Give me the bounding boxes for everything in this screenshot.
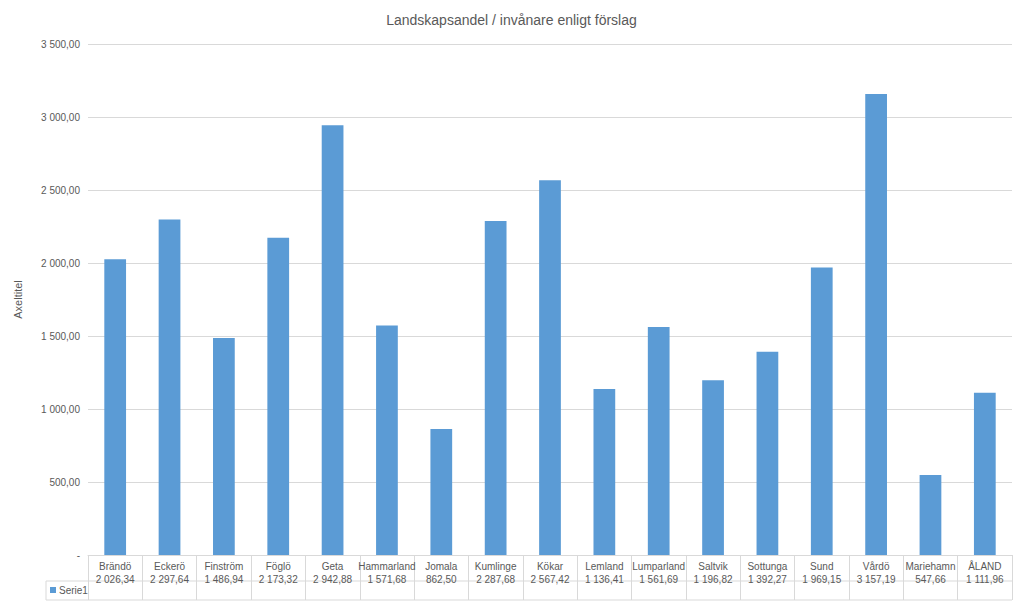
svg-text:1 561,69: 1 561,69 [639,574,678,585]
svg-text:Kökar: Kökar [537,561,564,572]
svg-text:-: - [77,550,80,561]
svg-text:2 026,34: 2 026,34 [96,574,135,585]
svg-text:Vårdö: Vårdö [863,561,890,572]
svg-text:2 942,88: 2 942,88 [313,574,352,585]
svg-text:ÅLAND: ÅLAND [968,560,1001,572]
svg-text:Finström: Finström [204,561,243,572]
svg-text:Hammarland: Hammarland [358,561,415,572]
svg-text:Axeltitel: Axeltitel [12,280,24,319]
svg-text:1 196,82: 1 196,82 [694,574,733,585]
svg-text:Sund: Sund [810,561,833,572]
svg-text:1 486,94: 1 486,94 [204,574,243,585]
svg-text:1 969,15: 1 969,15 [802,574,841,585]
svg-text:500,00: 500,00 [49,477,80,488]
svg-text:Jomala: Jomala [425,561,458,572]
svg-text:547,66: 547,66 [915,574,946,585]
svg-text:862,50: 862,50 [426,574,457,585]
svg-text:Föglö: Föglö [266,561,291,572]
svg-text:Landskapsandel / invånare enli: Landskapsandel / invånare enligt förslag [386,12,637,28]
svg-text:Serie1: Serie1 [59,585,88,596]
svg-text:Geta: Geta [322,561,344,572]
svg-text:3 500,00: 3 500,00 [41,39,80,50]
svg-text:1 136,41: 1 136,41 [585,574,624,585]
svg-text:1 392,27: 1 392,27 [748,574,787,585]
svg-text:1 571,68: 1 571,68 [367,574,406,585]
svg-text:Lemland: Lemland [585,561,623,572]
svg-text:2 500,00: 2 500,00 [41,185,80,196]
svg-text:3 157,19: 3 157,19 [857,574,896,585]
svg-text:1 111,96: 1 111,96 [966,574,1004,585]
svg-text:2 287,68: 2 287,68 [476,574,515,585]
svg-text:Saltvik: Saltvik [698,561,728,572]
svg-text:2 297,64: 2 297,64 [150,574,189,585]
svg-text:3 000,00: 3 000,00 [41,112,80,123]
svg-text:Sottunga: Sottunga [747,561,787,572]
svg-text:Brändö: Brändö [99,561,132,572]
svg-text:1 500,00: 1 500,00 [41,331,80,342]
svg-text:2 000,00: 2 000,00 [41,258,80,269]
svg-text:1 000,00: 1 000,00 [41,404,80,415]
svg-text:Mariehamn: Mariehamn [905,561,955,572]
svg-text:2 567,42: 2 567,42 [531,574,570,585]
svg-text:Eckerö: Eckerö [154,561,186,572]
svg-text:2 173,32: 2 173,32 [259,574,298,585]
svg-text:Lumparland: Lumparland [632,561,685,572]
svg-text:Kumlinge: Kumlinge [475,561,517,572]
